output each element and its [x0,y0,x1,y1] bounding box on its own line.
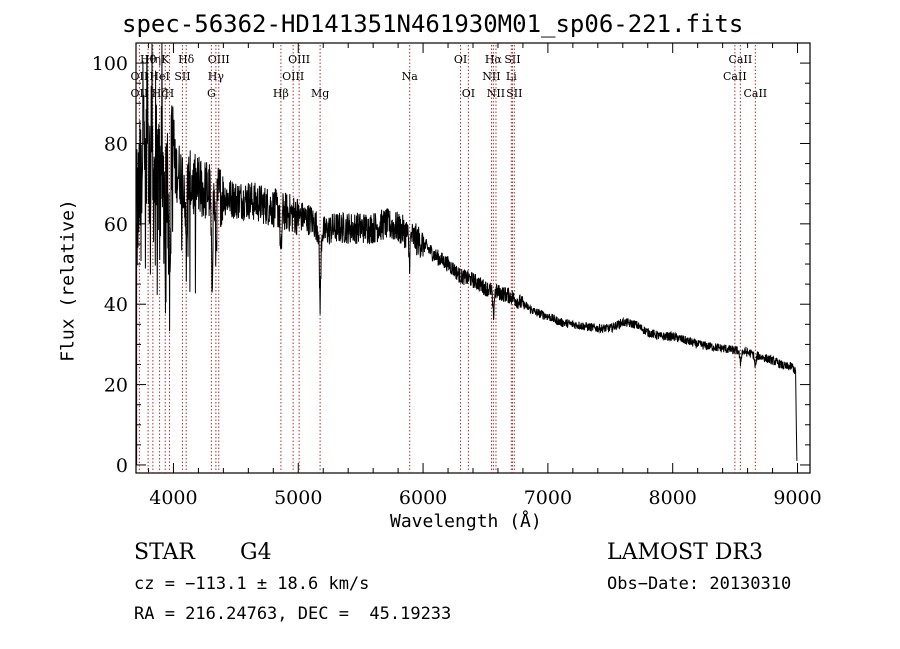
line-marker-label: OII [131,87,149,100]
line-marker-label: OI [462,87,475,100]
line-marker-label: G [207,87,216,100]
line-marker-label: OIII [208,53,230,66]
spectrum-line [136,42,798,461]
line-marker-label: OI [454,53,467,66]
line-marker-label: SII [506,87,522,100]
x-tick-label: 4000 [149,487,197,509]
y-tick-label: 40 [104,294,128,316]
y-tick-label: 0 [116,455,128,477]
line-marker-label: Li [506,70,517,83]
x-tick-label: 6000 [399,487,447,509]
line-marker-label: OII [131,70,149,83]
line-marker-label: Hγ [208,70,225,83]
line-marker-label: H [165,87,175,100]
coordinates: RA = 216.24763, DEC = 45.19233 [134,604,452,624]
line-marker-label: Hδ [178,53,195,66]
y-axis-label: Flux (relative) [57,199,79,362]
plot-frame [135,42,811,474]
y-tick-label: 20 [104,375,128,397]
x-tick-label: 5000 [274,487,322,509]
x-axis-label: Wavelength (Å) [390,511,542,532]
line-marker-label: NII [482,70,500,83]
line-marker-label: SII [174,70,190,83]
y-tick-label: 100 [92,53,128,75]
obs-date: Obs−Date: 20130310 [607,574,792,594]
line-marker-label: Na [402,70,419,83]
line-marker-label: K [161,53,170,66]
line-marker-label: CaII [723,70,747,83]
line-marker-label: SII [504,53,520,66]
x-tick-label: 8000 [649,487,697,509]
line-marker-label: Mg [311,87,329,100]
x-tick-label: 9000 [773,487,821,509]
line-marker-label: CaII [729,53,753,66]
survey-name: LAMOST DR3 [607,540,763,565]
line-marker-label: OIII [288,53,310,66]
line-marker-label: Hβ [273,87,289,100]
line-marker-label: Hα [485,53,503,66]
line-marker-label: CaII [743,87,767,100]
y-tick-label: 60 [104,214,128,236]
line-marker-label: OIII [282,70,304,83]
object-class: STAR [134,540,195,565]
line-marker-label: Hη [145,53,161,66]
line-marker-label: NII [487,87,505,100]
line-marker-label: HeI [149,70,169,83]
chart-title: spec-56362-HD141351N461930M01_sp06-221.f… [122,10,744,38]
y-tick-label: 80 [104,133,128,155]
object-subclass: G4 [240,540,272,565]
x-tick-label: 7000 [524,487,572,509]
velocity-readout: cz = −113.1 ± 18.6 km/s [134,574,370,594]
